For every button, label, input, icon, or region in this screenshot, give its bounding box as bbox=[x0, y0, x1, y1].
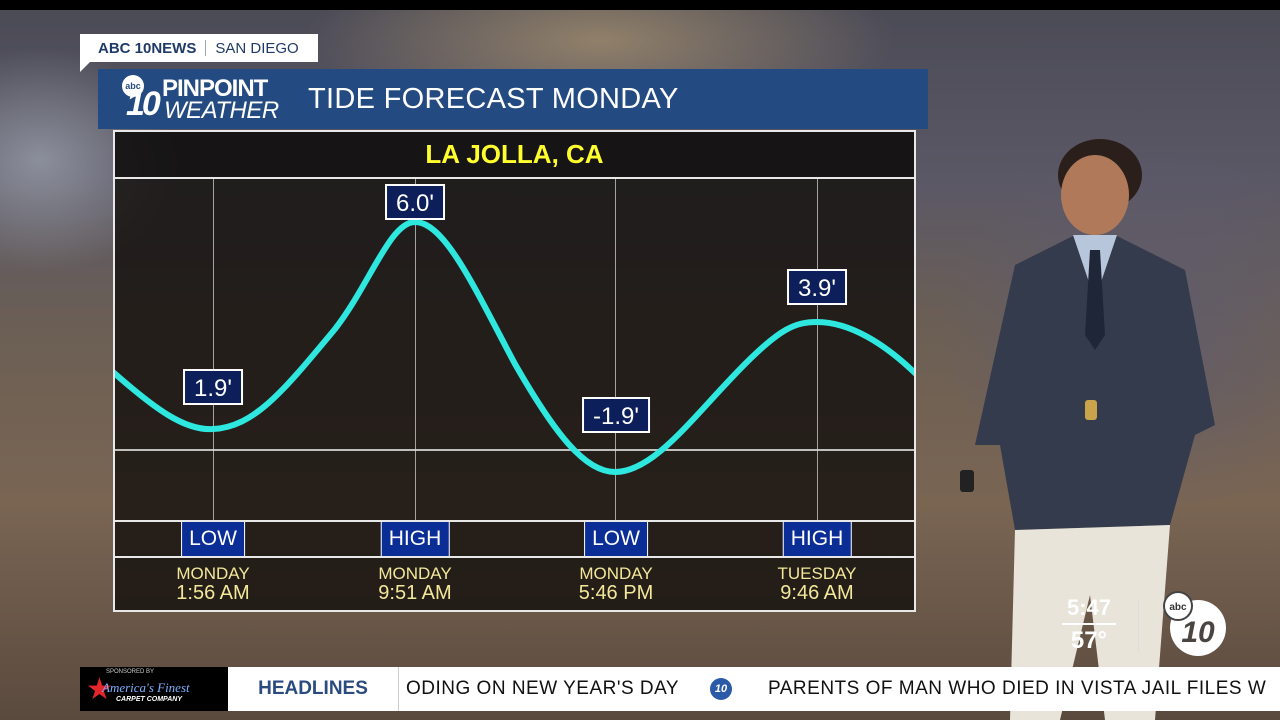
tide-value-label: -1.9' bbox=[582, 397, 650, 433]
tide-curve bbox=[115, 218, 914, 476]
abc10-ticker-icon: 10 bbox=[710, 678, 732, 700]
ticker-headline: ODING ON NEW YEAR'S DAY bbox=[406, 678, 680, 699]
tide-time: TUESDAY 9:46 AM bbox=[777, 564, 856, 603]
svg-text:10: 10 bbox=[1181, 616, 1215, 649]
tide-time: MONDAY 5:46 PM bbox=[579, 564, 653, 603]
tide-type-badge: LOW bbox=[181, 522, 245, 556]
graphic-header: 10 abc PINPOINT WEATHER TIDE FORECAST MO… bbox=[98, 69, 928, 129]
tide-clock: 9:51 AM bbox=[378, 582, 452, 604]
station-location: SAN DIEGO bbox=[215, 39, 299, 57]
chart-title: LA JOLLA, CA bbox=[425, 139, 604, 169]
tide-day: MONDAY bbox=[378, 564, 452, 583]
star-icon: ★ bbox=[86, 673, 113, 706]
tide-clock: 1:56 AM bbox=[176, 582, 250, 604]
tab-tail bbox=[80, 62, 90, 72]
ticker-headline: PARENTS OF MAN WHO DIED IN VISTA JAIL FI… bbox=[768, 678, 1267, 699]
zero-line bbox=[115, 449, 914, 451]
tide-day: MONDAY bbox=[176, 564, 250, 583]
tide-clock: 9:46 AM bbox=[780, 582, 854, 604]
news-ticker: SPONSORED BY ★ America's Finest CARPET C… bbox=[80, 667, 1280, 711]
tide-time: MONDAY 1:56 AM bbox=[176, 564, 249, 603]
page-title: TIDE FORECAST MONDAY bbox=[308, 82, 679, 115]
time-temp: 5:47 57° bbox=[1062, 595, 1116, 655]
chart-title-row: LA JOLLA, CA bbox=[115, 132, 914, 179]
tide-value-label: 6.0' bbox=[385, 184, 445, 220]
tide-type-badge: HIGH bbox=[380, 522, 450, 556]
tide-chart: LA JOLLA, CA 1.9' 6.0' -1.9' 3.9' LOW HI… bbox=[113, 130, 916, 612]
svg-text:abc: abc bbox=[1169, 602, 1187, 613]
tide-time: MONDAY 9:51 AM bbox=[378, 564, 451, 603]
logo-line2: WEATHER bbox=[164, 97, 279, 124]
presenter bbox=[960, 139, 1215, 720]
sponsor-label: SPONSORED BY bbox=[106, 669, 155, 675]
station-name: ABC 10NEWS bbox=[98, 39, 197, 57]
gridline-v bbox=[213, 179, 214, 520]
gridline-v bbox=[817, 179, 818, 520]
tide-value-label: 1.9' bbox=[183, 369, 243, 405]
tide-value-label: 3.9' bbox=[787, 269, 847, 305]
gridline-v bbox=[615, 179, 616, 520]
tide-day: MONDAY bbox=[579, 564, 653, 583]
abc-logo-icon: abc bbox=[122, 75, 144, 97]
tide-type-row: LOW HIGH LOW HIGH bbox=[115, 520, 914, 558]
tide-clock: 5:46 PM bbox=[578, 582, 654, 604]
sponsor-block: SPONSORED BY ★ America's Finest CARPET C… bbox=[80, 667, 228, 711]
sponsor-name: America's Finest bbox=[102, 680, 190, 695]
current-time: 5:47 bbox=[1062, 595, 1116, 625]
gridline-v bbox=[415, 179, 416, 520]
sponsor-sub: CARPET COMPANY bbox=[116, 696, 182, 703]
tide-type-badge: HIGH bbox=[782, 522, 852, 556]
logo-line1: PINPOINT bbox=[162, 75, 268, 102]
tide-type-badge: LOW bbox=[584, 522, 648, 556]
station-tab: ABC 10NEWS SAN DIEGO bbox=[80, 34, 318, 62]
divider bbox=[1138, 600, 1139, 652]
ticker-label: HEADLINES bbox=[228, 667, 399, 711]
letterbox-bar bbox=[0, 0, 1280, 10]
tide-day: TUESDAY bbox=[777, 564, 857, 583]
abc10-logo-icon: abc 10 bbox=[1163, 591, 1226, 656]
pinpoint-weather-logo: 10 abc PINPOINT WEATHER bbox=[120, 69, 290, 129]
plot-area: 1.9' 6.0' -1.9' 3.9' bbox=[115, 179, 914, 520]
current-temp: 57° bbox=[1070, 627, 1108, 654]
divider bbox=[205, 40, 207, 56]
